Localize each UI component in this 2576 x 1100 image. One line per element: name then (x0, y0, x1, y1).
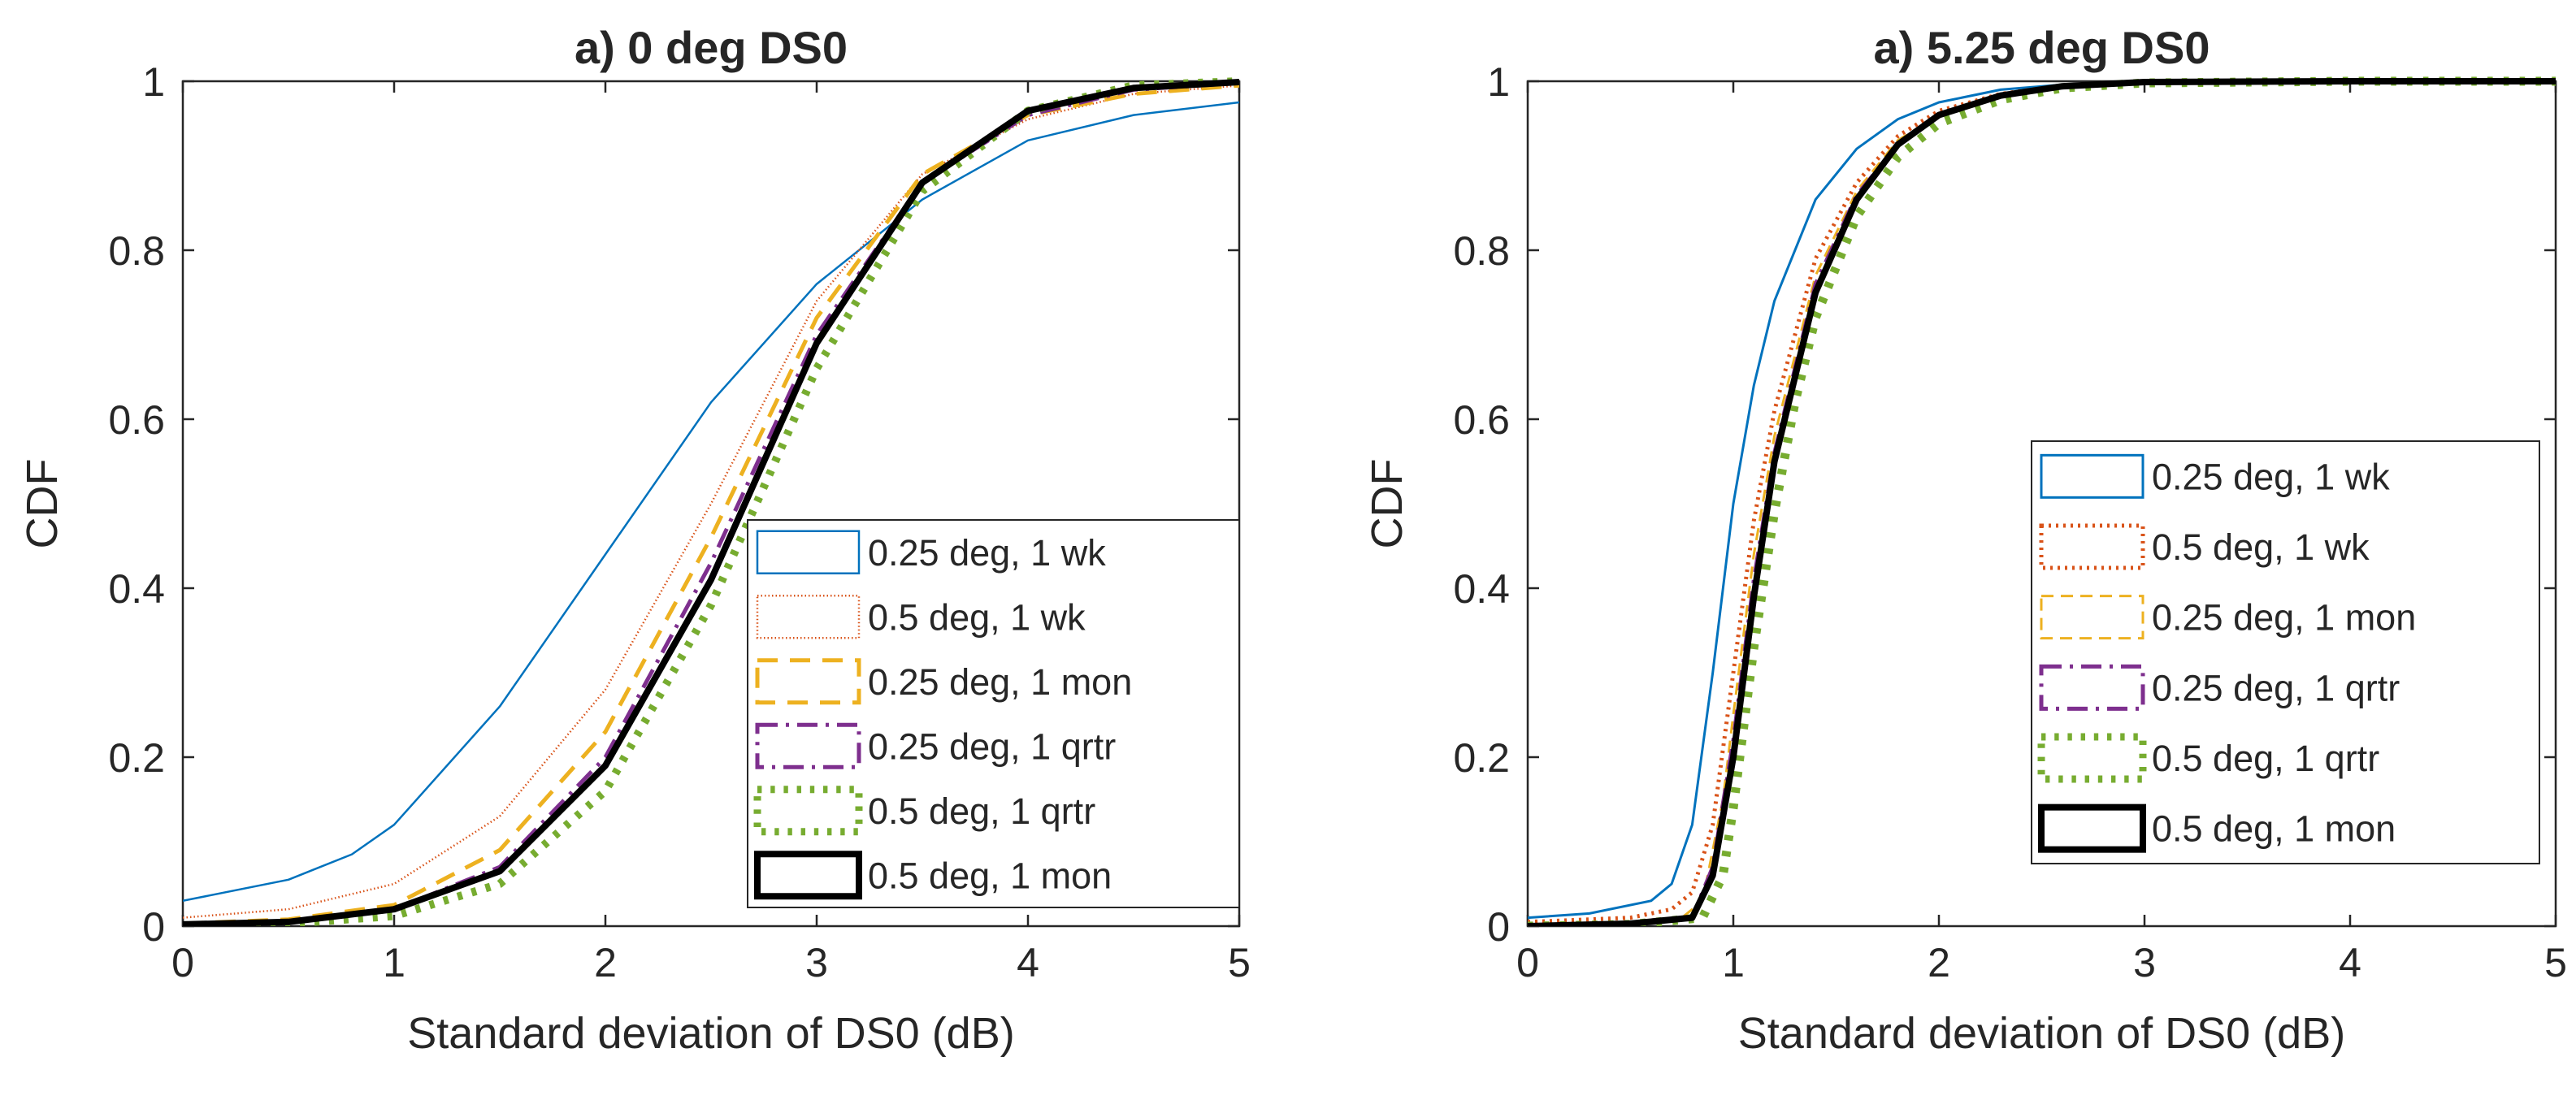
x-tick-label: 4 (1017, 940, 1039, 985)
legend-label: 0.25 deg, 1 mon (868, 661, 1132, 703)
series-lines (183, 77, 1239, 926)
legend-swatch (755, 722, 861, 769)
y-tick-label: 0 (142, 904, 165, 950)
series-line-6 (1528, 78, 2556, 926)
legend-label: 0.5 deg, 1 wk (2152, 526, 2370, 568)
legend-swatch (2040, 595, 2144, 640)
legend-swatch (2038, 803, 2146, 853)
x-tick-label: 2 (1928, 940, 1950, 985)
legend-box (747, 519, 1240, 908)
legend-label: 0.5 deg, 1 mon (2152, 808, 2396, 850)
x-tick-label: 4 (2339, 940, 2361, 985)
y-tick-label: 0.2 (108, 735, 165, 781)
legend-label: 0.25 deg, 1 wk (868, 532, 1106, 574)
x-tick-label: 3 (2133, 940, 2156, 985)
legend-label: 0.25 deg, 1 wk (2152, 456, 2390, 497)
y-axis-label: CDF (1363, 459, 1412, 549)
legend: 0.25 deg, 1 wk 0.5 deg, 1 wk 0.25 deg, 1 m… (747, 519, 1240, 908)
legend-label: 0.25 deg, 1 qrtr (2152, 667, 2400, 708)
series-line-3 (183, 83, 1239, 926)
y-tick-label: 0 (1487, 904, 1510, 950)
series-line-2 (1528, 79, 2556, 925)
x-tick-label: 1 (383, 940, 405, 985)
x-tick-label: 5 (2544, 940, 2567, 985)
chart-panel-1: 0 1 2 3 4 5 0 0.2 0.4 0.6 0.8 1 a) 0 deg DS0 Standard… (18, 22, 1251, 1058)
legend-swatch (2040, 453, 2144, 499)
chart-title: a) 0 deg DS0 (575, 22, 848, 73)
legend-label: 0.5 deg, 1 wk (868, 596, 1086, 638)
legend: 0.25 deg, 1 wk 0.5 deg, 1 wk 0.25 deg, 1 m… (2031, 440, 2540, 864)
x-tick-label: 2 (594, 940, 617, 985)
series-line-5 (183, 77, 1239, 926)
y-tick-label: 1 (1487, 59, 1510, 105)
x-tick-label: 3 (805, 940, 828, 985)
legend-label: 0.5 deg, 1 mon (868, 855, 1112, 896)
x-tick-label: 0 (171, 940, 194, 985)
y-tick-label: 0.8 (108, 228, 165, 274)
y-tick-label: 0.4 (1453, 566, 1510, 612)
legend-swatch (756, 595, 861, 639)
x-axis-label: Standard deviation of DS0 (dB) (1738, 1009, 2345, 1058)
y-tick-label: 1 (142, 59, 165, 105)
y-tick-label: 0.2 (1453, 735, 1510, 781)
y-tick-label: 0.8 (1453, 228, 1510, 274)
chart-panel-2: 0 1 2 3 4 5 0 0.2 0.4 0.6 0.8 1 a) 5.25 deg DS0 Stand… (1363, 22, 2567, 1058)
x-axis-label: Standard deviation of DS0 (dB) (407, 1009, 1014, 1058)
series-line-6 (183, 79, 1239, 926)
y-tick-label: 0.6 (108, 397, 165, 443)
chart-title: a) 5.25 deg DS0 (1874, 22, 2210, 73)
legend-label: 0.5 deg, 1 qrtr (2152, 738, 2379, 779)
legend-label: 0.25 deg, 1 qrtr (868, 725, 1116, 767)
legend-swatch (2037, 733, 2147, 783)
legend-swatch (2039, 664, 2145, 711)
legend-swatch (753, 786, 863, 836)
series-line-1 (183, 101, 1239, 903)
legend-swatch (756, 530, 861, 574)
x-tick-label: 0 (1516, 940, 1539, 985)
x-tick-label: 5 (1228, 940, 1251, 985)
legend-swatch (754, 851, 862, 900)
y-tick-label: 0.6 (1453, 397, 1510, 443)
x-tick-label: 1 (1722, 940, 1745, 985)
legend-swatch (755, 658, 861, 705)
legend-label: 0.25 deg, 1 mon (2152, 597, 2416, 639)
series-lines (1528, 76, 2556, 926)
y-tick-label: 0.4 (108, 566, 165, 612)
legend-box (2031, 440, 2540, 864)
y-axis-label: CDF (18, 459, 67, 549)
legend-label: 0.5 deg, 1 qrtr (868, 790, 1095, 832)
